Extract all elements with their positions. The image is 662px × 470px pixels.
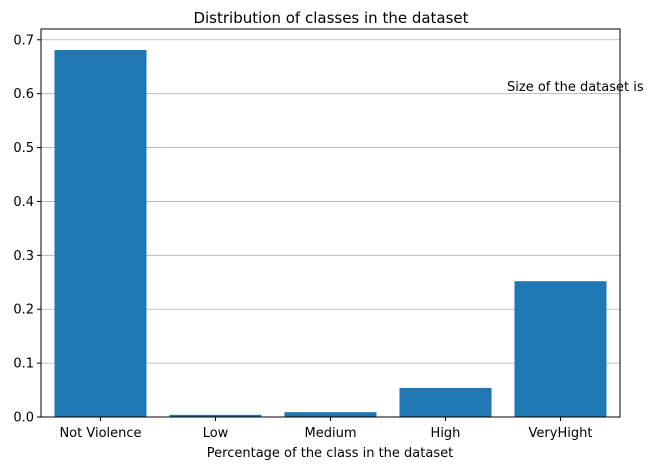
- x-axis: Not Violence Low Medium High VeryHight: [59, 417, 592, 441]
- y-tick-label: 0.6: [13, 87, 34, 102]
- x-tick-label: Low: [203, 426, 229, 441]
- y-tick-label: 0.2: [13, 303, 34, 318]
- y-axis: 0.0 0.1 0.2 0.3 0.4 0.5 0.6 0.7: [13, 33, 41, 426]
- x-tick-label: VeryHight: [529, 426, 593, 441]
- bar-veryhight: [514, 281, 607, 417]
- y-tick-label: 0.1: [13, 357, 34, 372]
- chart-title: Distribution of classes in the dataset: [193, 9, 468, 27]
- bar-high: [399, 387, 492, 417]
- bar-not-violence: [54, 50, 147, 418]
- y-tick-label: 0.5: [13, 141, 34, 156]
- y-tick-label: 0.7: [13, 33, 34, 48]
- bar-medium: [284, 412, 377, 417]
- bar-low: [169, 414, 262, 417]
- x-axis-label: Percentage of the class in the dataset: [207, 446, 453, 461]
- y-tick-label: 0.4: [13, 195, 34, 210]
- bars: [54, 50, 607, 418]
- x-tick-label: Not Violence: [59, 426, 141, 441]
- y-tick-label: 0.0: [13, 411, 34, 426]
- x-tick-label: Medium: [305, 426, 357, 441]
- dataset-size-annotation: Size of the dataset is: [507, 80, 644, 95]
- x-tick-label: High: [431, 426, 461, 441]
- y-tick-label: 0.3: [13, 249, 34, 264]
